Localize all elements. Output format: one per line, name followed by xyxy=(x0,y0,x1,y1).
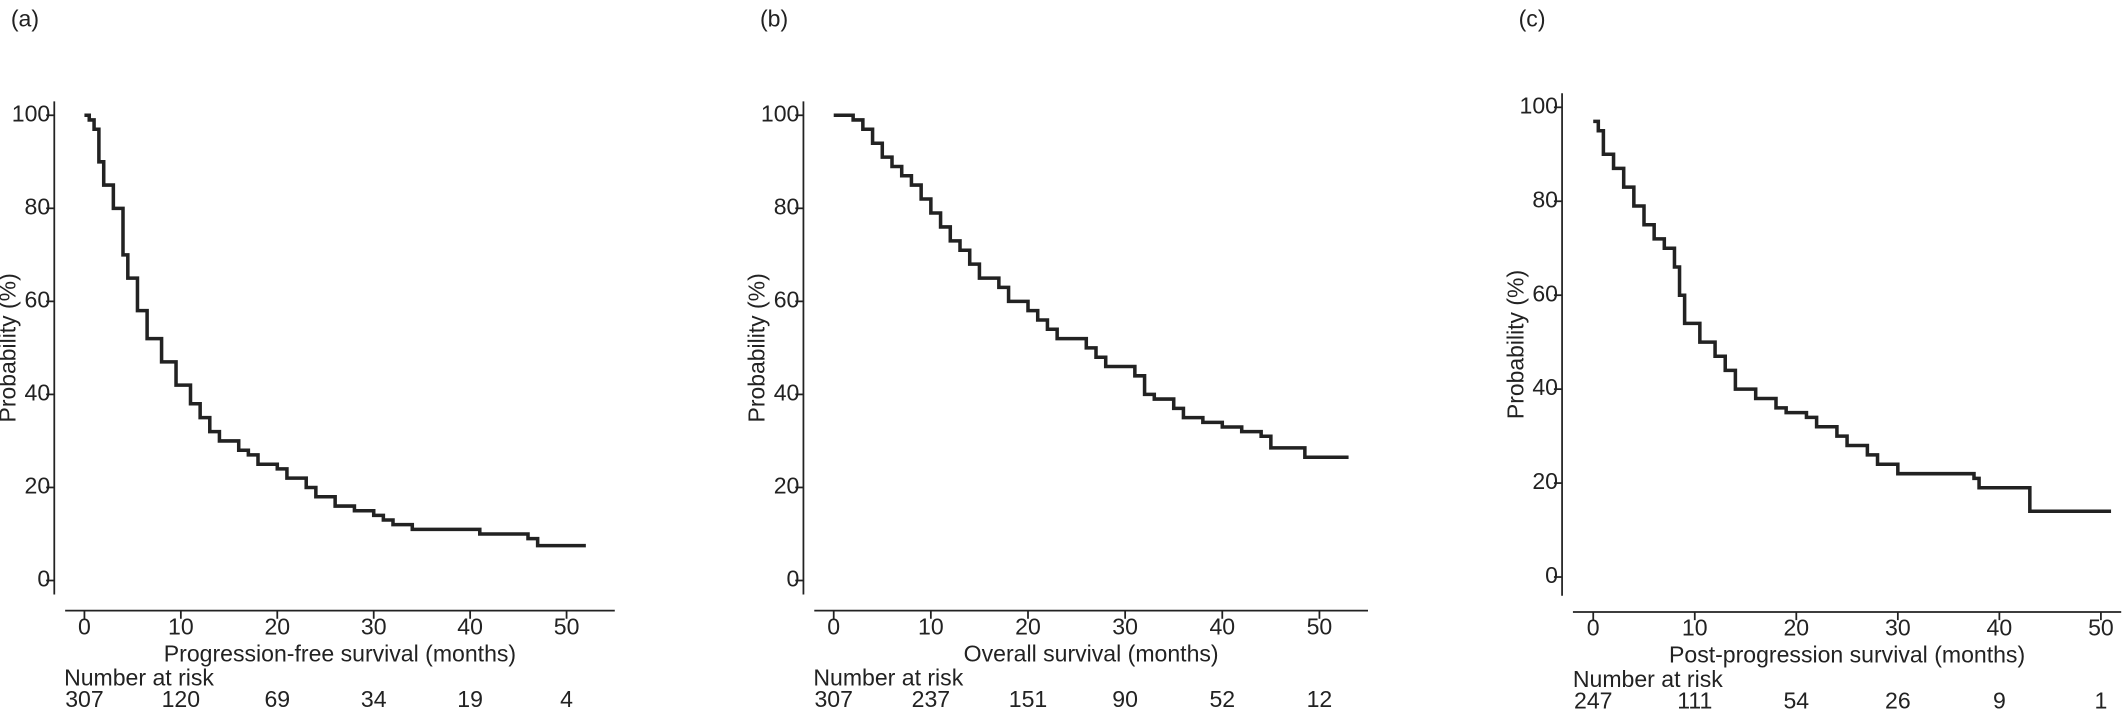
y-tick-label: 60 xyxy=(1532,280,1558,306)
at-risk-count: 90 xyxy=(1112,686,1138,712)
at-risk-count: 247 xyxy=(1574,688,1612,712)
at-risk-count: 54 xyxy=(1783,688,1809,712)
at-risk-count: 9 xyxy=(1993,688,2006,712)
at-risk-count: 69 xyxy=(264,686,290,712)
x-tick-label: 30 xyxy=(1885,615,1911,641)
y-tick-label: 80 xyxy=(25,193,51,219)
at-risk-count: 12 xyxy=(1307,686,1333,712)
at-risk-count: 307 xyxy=(814,686,852,712)
x-tick-label: 10 xyxy=(1682,615,1708,641)
y-tick-label: 80 xyxy=(1532,186,1558,212)
at-risk-count: 52 xyxy=(1209,686,1235,712)
x-tick-label: 10 xyxy=(918,613,944,639)
x-axis-label: Progression-free survival (months) xyxy=(164,640,516,666)
panel-label: (a) xyxy=(11,5,39,31)
y-tick-label: 0 xyxy=(1545,562,1558,588)
y-tick-label: 40 xyxy=(1532,374,1558,400)
x-tick-label: 30 xyxy=(361,613,387,639)
y-tick-label: 80 xyxy=(774,193,800,219)
y-tick-label: 100 xyxy=(12,100,50,126)
x-axis-label: Overall survival (months) xyxy=(964,640,1219,666)
panel-label: (c) xyxy=(1519,5,1546,31)
y-tick-label: 20 xyxy=(774,473,800,499)
x-tick-label: 30 xyxy=(1112,613,1138,639)
y-axis-label: Probability (%) xyxy=(0,273,21,422)
at-risk-count: 111 xyxy=(1677,688,1712,712)
y-tick-label: 100 xyxy=(1520,92,1558,118)
at-risk-count: 237 xyxy=(912,686,950,712)
at-risk-count: 19 xyxy=(457,686,483,712)
x-tick-label: 20 xyxy=(264,613,290,639)
y-tick-label: 100 xyxy=(761,100,799,126)
x-tick-label: 0 xyxy=(1587,615,1600,641)
at-risk-count: 307 xyxy=(65,686,103,712)
x-tick-label: 10 xyxy=(168,613,194,639)
survival-curve xyxy=(833,113,1349,459)
x-tick-label: 0 xyxy=(827,613,840,639)
risk-table-title: Number at risk xyxy=(64,665,214,691)
y-tick-label: 60 xyxy=(25,286,51,312)
x-tick-label: 0 xyxy=(78,613,91,639)
at-risk-count: 34 xyxy=(361,686,387,712)
x-tick-label: 50 xyxy=(1307,613,1333,639)
x-tick-label: 20 xyxy=(1015,613,1041,639)
at-risk-count: 26 xyxy=(1885,688,1911,712)
risk-table-title: Number at risk xyxy=(813,665,963,691)
y-tick-label: 60 xyxy=(774,286,800,312)
y-tick-label: 40 xyxy=(774,380,800,406)
y-tick-label: 0 xyxy=(787,566,800,592)
x-tick-label: 40 xyxy=(457,613,483,639)
survival-curve xyxy=(1593,119,2112,514)
x-tick-label: 20 xyxy=(1783,615,1809,641)
y-axis-label: Probability (%) xyxy=(1502,270,1528,419)
y-tick-label: 0 xyxy=(37,566,50,592)
panel-label: (b) xyxy=(760,5,788,31)
x-axis-label: Post-progression survival (months) xyxy=(1669,642,2025,668)
at-risk-count: 4 xyxy=(560,686,573,712)
at-risk-count: 151 xyxy=(1009,686,1047,712)
x-tick-label: 40 xyxy=(1209,613,1235,639)
y-tick-label: 40 xyxy=(25,380,51,406)
survival-curve xyxy=(84,113,586,548)
x-tick-label: 40 xyxy=(1987,615,2013,641)
risk-table-title: Number at risk xyxy=(1573,666,1723,692)
y-axis-label: Probability (%) xyxy=(744,273,770,422)
x-tick-label: 50 xyxy=(2088,615,2114,641)
at-risk-count: 1 xyxy=(2094,688,2107,712)
y-tick-label: 20 xyxy=(1532,468,1558,494)
x-tick-label: 50 xyxy=(554,613,580,639)
y-tick-label: 20 xyxy=(25,473,51,499)
at-risk-count: 120 xyxy=(162,686,200,712)
